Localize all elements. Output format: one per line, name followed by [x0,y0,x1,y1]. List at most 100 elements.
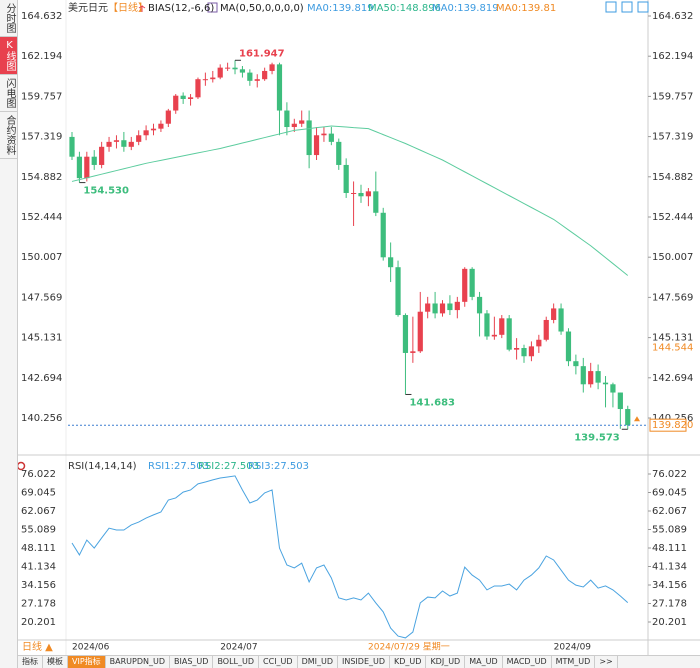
y-tick-label: 145.131 [652,333,693,344]
candle-body [232,67,238,70]
candle-body [239,69,246,73]
candle-body [217,67,223,78]
candle-body [299,120,305,124]
legend-item: MA0:139.819 [432,3,499,14]
candle-body [610,384,616,393]
legend-item: MA0:139.819 [307,3,374,14]
rsi-line [71,475,629,639]
candle-body [180,95,186,99]
y-tick-label: 41.134 [652,561,687,572]
candle-body [173,95,179,111]
candle-body [291,123,297,128]
candle-body [69,136,75,157]
candle-body [106,141,112,147]
y-tick-label: 159.757 [21,91,62,102]
y-tick-label: 27.178 [652,598,687,609]
candle-body [447,303,453,311]
candle-body [254,79,260,81]
side-tab[interactable]: 分时图 [0,0,17,37]
icon [207,2,218,13]
legend-item: MA0:139.81 [496,3,556,14]
candle-body [625,409,631,426]
toolbar-tab[interactable]: BOLL_UD [213,656,260,668]
toolbar-tab[interactable]: MTM_UD [552,656,596,668]
candle-body [521,348,527,357]
y-tick-label: 164.632 [652,11,693,22]
y-tick-label: 41.134 [21,561,56,572]
y-tick-label: 69.045 [21,488,56,499]
x-tick-label: 2024/09 [554,643,592,653]
y-tick-label: 152.444 [652,212,693,223]
candle-body [484,313,490,337]
candle-body [187,97,194,99]
y-tick-label: 142.694 [21,373,62,384]
candle-body [402,315,409,353]
toolbar-tab[interactable]: 模板 [43,656,68,668]
toolbar-tab[interactable]: >> [595,656,618,668]
side-tab[interactable]: 合约资料 [0,112,17,159]
candle-body [499,318,505,335]
toolbar-tab[interactable]: BARUPDN_UD [106,656,171,668]
toolbar-tab[interactable]: DMI_UD [298,656,338,668]
marker-label: 144.544 [652,342,693,353]
candle-body [506,318,512,350]
y-tick-label: 20.201 [21,617,56,628]
y-tick-label: 34.156 [652,580,687,591]
annotation: 139.573 [574,432,620,443]
candle-body [247,72,253,81]
toolbar-tab[interactable]: VIP指标 [68,656,106,668]
toolbar-tab[interactable]: BIAS_UD [170,656,214,668]
candle-body [432,303,438,314]
y-tick-label: 157.319 [21,132,62,143]
y-tick-label: 48.111 [652,543,687,554]
candle-body [617,392,623,410]
symbol: 美元日元 [68,1,108,14]
window-icon [621,1,633,13]
y-tick-label: 147.569 [652,292,693,303]
candle-body [565,331,572,362]
candle-body [395,267,401,316]
candle-body [262,70,268,80]
toolbar-tab[interactable]: INSIDE_UD [338,656,391,668]
candle-body [543,319,549,340]
candle-body [306,120,312,156]
candle-body [551,308,557,320]
y-tick-label: 157.319 [652,132,693,143]
toolbar-tab[interactable]: MA_UD [465,656,503,668]
toolbar-tab[interactable]: 指标 [18,656,43,668]
toolbar-tab[interactable]: KD_UD [390,656,427,668]
y-tick-label: 150.007 [21,252,62,263]
y-tick-label: 27.178 [21,598,56,609]
candle-body [202,79,208,81]
candle-body [454,301,460,311]
y-tick-label: 147.569 [21,292,62,303]
annotation: 154.530 [83,186,129,197]
toolbar-tab[interactable]: KDJ_UD [426,656,466,668]
candle-body [210,77,216,80]
y-tick-label: 48.111 [21,543,56,554]
candle-body [336,141,342,165]
candle-body [350,192,357,194]
candle-body [121,140,127,147]
y-tick-label: 140.256 [21,413,62,424]
candle-body [358,192,364,197]
toolbar-tab[interactable]: MACD_UD [503,656,552,668]
icon [138,5,146,12]
candle-body [328,133,334,142]
y-tick-label: 154.882 [21,172,62,183]
side-tab[interactable]: K线图 [0,37,17,75]
candle-body [84,156,90,179]
side-tab[interactable]: 闪电图 [0,75,17,112]
price-label: 139.820 [652,420,693,431]
candle-body [165,110,171,124]
y-tick-label: 142.694 [652,373,693,384]
candle-body [388,257,394,268]
y-tick-label: 162.194 [21,51,62,62]
y-tick-label: 55.089 [652,525,687,536]
toolbar-tab[interactable]: CCI_UD [259,656,298,668]
candle-body [128,141,134,147]
rsi-title: RSI(14,14,14) [68,461,137,472]
candle-body [573,361,579,367]
